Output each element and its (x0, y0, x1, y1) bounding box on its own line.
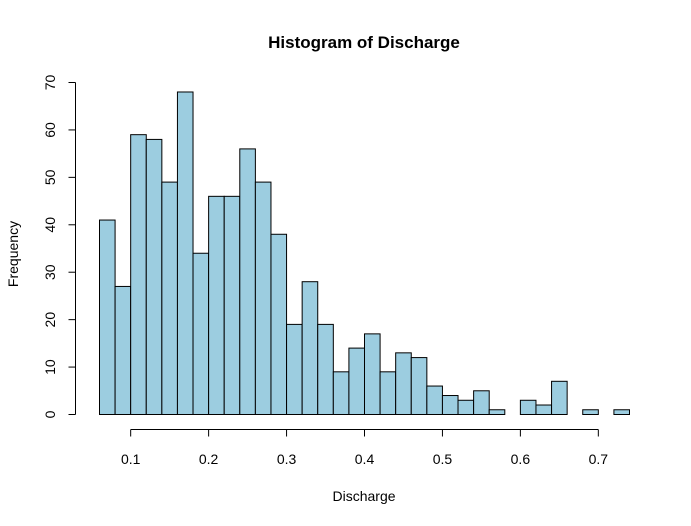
histogram-bar (176, 91, 194, 415)
histogram-bar (348, 347, 366, 416)
histogram-bar (426, 385, 443, 415)
histogram-bar (488, 409, 506, 415)
histogram-bar (286, 323, 303, 415)
y-tick-label: 60 (42, 122, 58, 138)
y-tick-label: 20 (42, 312, 58, 328)
bars-group (99, 91, 630, 416)
histogram-bar (301, 281, 319, 416)
histogram-bar (582, 409, 599, 415)
y-axis-label: Frequency (5, 221, 21, 287)
y-tick-label: 0 (42, 410, 58, 418)
x-axis: 0.1 0.2 0.3 0.4 0.5 0.6 0.7 (121, 429, 609, 467)
histogram-bar (208, 195, 225, 415)
histogram-bar (364, 333, 381, 415)
histogram-bar (161, 181, 178, 415)
x-tick-label: 0.4 (355, 451, 375, 467)
y-axis: 0 10 20 30 40 50 60 70 (42, 75, 76, 418)
histogram-bar (99, 219, 116, 415)
histogram-bar (254, 181, 272, 415)
histogram-bar (192, 252, 210, 415)
histogram-bar (535, 404, 553, 415)
chart-title: Histogram of Discharge (268, 33, 460, 52)
histogram-bar (379, 371, 397, 416)
histogram-bar (317, 323, 334, 415)
y-tick-label: 30 (42, 264, 58, 280)
histogram-bar (441, 395, 459, 415)
x-tick-label: 0.5 (433, 451, 453, 467)
histogram-bar (410, 357, 428, 416)
histogram-bar (332, 371, 350, 416)
histogram-bar (395, 352, 412, 416)
histogram-bar (114, 285, 132, 416)
histogram-bar (223, 195, 241, 415)
x-tick-label: 0.1 (121, 451, 141, 467)
histogram-bar (457, 399, 475, 415)
histogram-bar (239, 148, 256, 415)
y-tick-label: 50 (42, 169, 58, 185)
y-tick-label: 70 (42, 75, 58, 91)
histogram-bar (130, 134, 147, 416)
histogram-bar (270, 233, 288, 415)
histogram-bar (551, 380, 568, 415)
y-tick-label: 10 (42, 359, 58, 375)
x-tick-label: 0.2 (199, 451, 219, 467)
x-tick-label: 0.7 (589, 451, 609, 467)
histogram-bar (473, 390, 490, 415)
x-tick-label: 0.3 (277, 451, 297, 467)
histogram-bar (145, 138, 163, 416)
y-tick-label: 40 (42, 217, 58, 233)
histogram-bar (613, 409, 630, 415)
histogram-bar (519, 399, 537, 415)
x-axis-label: Discharge (332, 488, 395, 504)
x-tick-label: 0.6 (511, 451, 531, 467)
